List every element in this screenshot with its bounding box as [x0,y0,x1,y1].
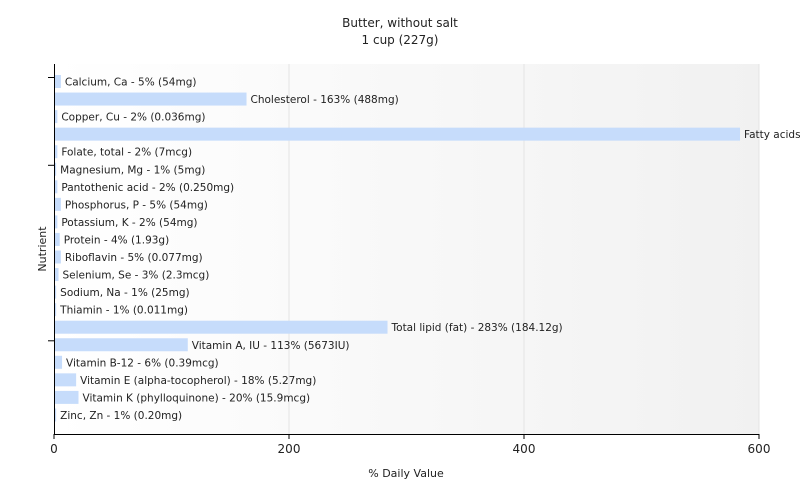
bar [55,303,57,317]
x-tick-label: 600 [748,442,771,456]
x-tick-labels: 0 200 400 600 [50,442,770,456]
bar-label: Pantothenic acid - 2% (0.250mg) [61,182,234,194]
bar-label: Folate, total - 2% (7mcg) [61,147,192,159]
bar [55,285,57,299]
bar-label: Protein - 4% (1.93g) [64,234,170,246]
bar-label: Total lipid (fat) - 283% (184.12g) [391,322,563,334]
bar [55,250,61,264]
bar-label: Riboflavin - 5% (0.077mg) [65,252,203,264]
axes [48,64,760,439]
bar [55,110,58,124]
bar [55,162,57,176]
bar [55,355,63,369]
bar-label: Vitamin E (alpha-tocopherol) - 18% (5.27… [80,375,316,387]
bar [55,338,188,352]
chart-title: Butter, without salt [342,16,458,30]
bar-label: Cholesterol - 163% (488mg) [251,94,399,106]
bars [55,75,741,422]
bar-label: Sodium, Na - 1% (25mg) [60,287,189,299]
bar-label: Vitamin A, IU - 113% (5673IU) [192,340,350,352]
bar-label: Vitamin K (phylloquinone) - 20% (15.9mcg… [83,392,311,404]
grid-lines [288,64,760,434]
plot-area [54,64,759,434]
bar [55,268,59,282]
bar-labels: Calcium, Ca - 5% (54mg) Cholesterol - 163… [59,77,800,422]
bar [55,215,58,229]
bar-label: Selenium, Se - 3% (2.3mcg) [63,270,210,282]
bar-label: Phosphorus, P - 5% (54mg) [65,199,208,211]
bar-label: Calcium, Ca - 5% (54mg) [65,77,197,89]
bar-label: Vitamin B-12 - 6% (0.39mcg) [66,357,219,369]
bar [55,75,61,88]
bar-label: Thiamin - 1% (0.011mg) [59,305,188,317]
bar [55,408,57,422]
bar [55,127,741,141]
bar-label: Zinc, Zn - 1% (0.20mg) [60,410,182,422]
bar-label: Magnesium, Mg - 1% (5mg) [60,164,205,176]
bar-label: Fatty acids, total saturated - 583% (116… [744,129,800,141]
bar-label: Copper, Cu - 2% (0.036mg) [61,112,205,124]
x-axis-title: % Daily Value [368,467,444,480]
bar-label: Potassium, K - 2% (54mg) [61,217,197,229]
y-axis-title: Nutrient [36,226,49,272]
bar [55,180,58,194]
bar [55,232,60,246]
x-tick-label: 400 [513,442,536,456]
x-tick-label: 200 [278,442,301,456]
bar [55,197,61,211]
x-tick-label: 0 [50,442,58,456]
bar [55,320,388,334]
bar [55,373,77,387]
bar [55,92,247,106]
bar [55,390,79,404]
chart-subtitle: 1 cup (227g) [362,33,439,47]
bar [55,145,58,159]
